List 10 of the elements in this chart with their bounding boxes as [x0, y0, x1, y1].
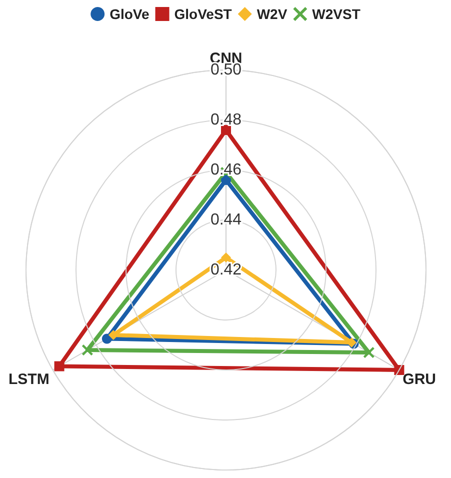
y-tick-label: 0.46: [210, 162, 242, 178]
y-tick-label: 0.42: [210, 262, 242, 278]
legend-label: GloVe: [110, 6, 150, 22]
legend-label: W2VST: [312, 6, 361, 22]
spoke-label: GRU: [402, 371, 436, 388]
y-tick-label: 0.44: [210, 212, 242, 228]
spoke-label: LSTM: [8, 371, 50, 388]
legend-label: W2V: [256, 6, 288, 22]
legend-label: GloVeST: [174, 6, 232, 22]
y-tick-label: 0.48: [210, 112, 242, 128]
